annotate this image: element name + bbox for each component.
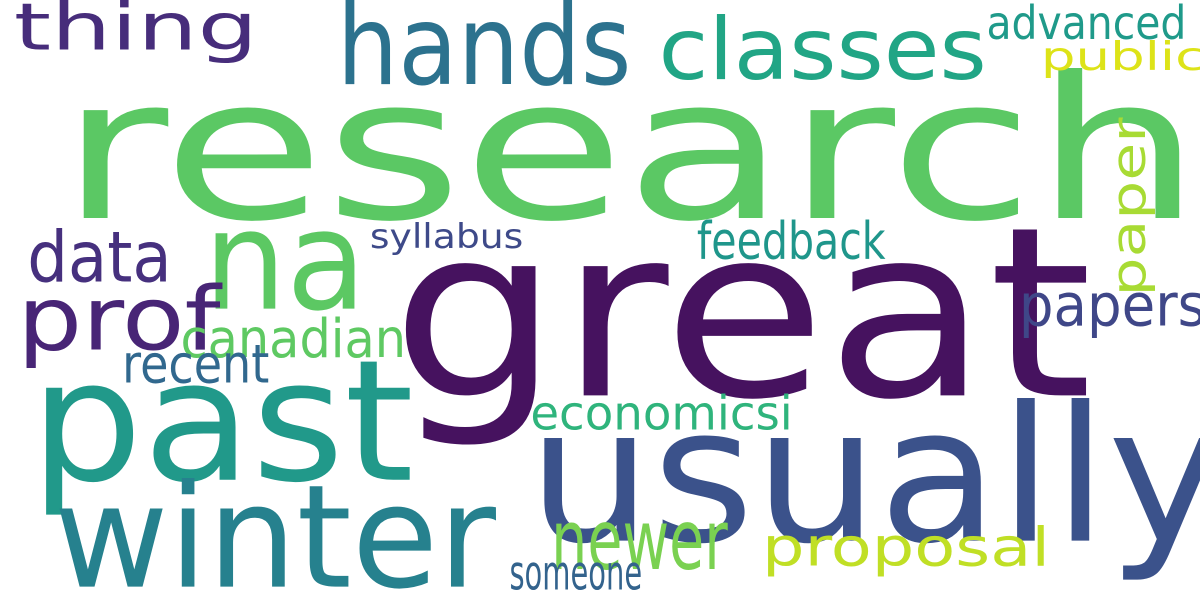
word-hands-text: hands [336, 0, 632, 111]
word-past-text: past [29, 323, 414, 521]
word-feedback-text: feedback [696, 211, 886, 272]
word-na-text: na [203, 180, 367, 342]
word-public-text: public [1040, 33, 1200, 80]
word-proposal-text: proposal [762, 515, 1050, 579]
word-data-text: data [27, 216, 172, 299]
word-thing-text: thing [13, 0, 258, 65]
word-newer-text: newer [551, 492, 728, 590]
word-economicsi-text: economicsi [530, 386, 793, 441]
word-papers-text: papers [1018, 270, 1200, 340]
word-advanced-text: advanced [986, 0, 1187, 51]
word-research-text: research [59, 34, 1200, 266]
word-winter-text: winter [53, 453, 496, 600]
word-great-text: great [391, 175, 1093, 453]
word-someone-text: someone [509, 544, 643, 600]
word-paper-text: paper [1100, 117, 1157, 297]
word-recent-text: recent [122, 332, 270, 396]
word-prof-text: prof [17, 266, 221, 371]
word-syllabus-text: syllabus [369, 216, 524, 257]
word-usually-text: usually [527, 366, 1200, 586]
word-classes-text: classes [658, 0, 987, 100]
word-canadian-text: canadian [180, 306, 407, 370]
